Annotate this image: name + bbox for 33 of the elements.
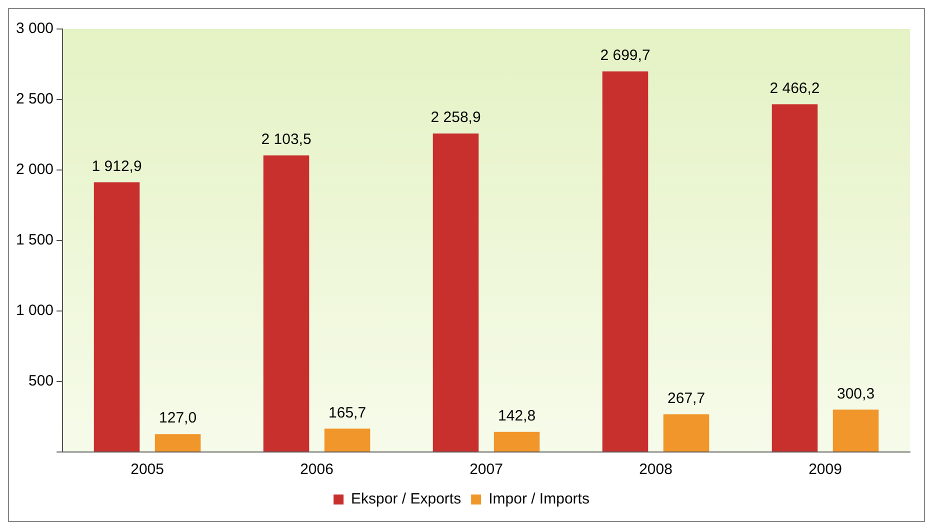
bar [432, 133, 479, 452]
data-label: 2 103,5 [261, 131, 312, 148]
y-tick-label: 1 000 [16, 302, 54, 320]
x-tick-label: 2008 [639, 461, 672, 478]
y-tick-label: 1 500 [16, 232, 54, 249]
bar [602, 71, 648, 452]
bar [154, 434, 201, 452]
y-tick-label: 2 000 [16, 161, 54, 178]
data-label: 127,0 [159, 410, 197, 427]
x-tick-label: 2005 [130, 461, 164, 478]
data-label: 2 258,9 [430, 109, 481, 126]
data-label: 300,3 [836, 385, 875, 402]
bar [663, 414, 710, 452]
data-label: 2 466,2 [770, 80, 820, 97]
bar [94, 182, 140, 452]
legend-label: Ekspor / Exports [351, 490, 462, 508]
x-tick-label: 2007 [470, 461, 503, 478]
y-tick-label: 500 [28, 372, 54, 390]
legend-label: Impor / Imports [488, 490, 590, 508]
data-label: 267,7 [667, 390, 706, 407]
x-tick-label: 2009 [808, 461, 842, 478]
bar [832, 410, 879, 452]
bar [263, 155, 310, 452]
y-tick-label: 2 500 [16, 90, 54, 108]
data-label: 165,7 [328, 404, 366, 422]
bar [772, 104, 818, 452]
bar [494, 432, 540, 452]
data-label: 142,8 [498, 408, 536, 425]
data-label: 2 699,7 [600, 46, 650, 64]
x-tick-label: 2006 [300, 461, 334, 478]
bar [324, 428, 370, 452]
y-tick-label: 3 000 [16, 20, 54, 38]
data-label: 1 912,9 [92, 158, 142, 175]
